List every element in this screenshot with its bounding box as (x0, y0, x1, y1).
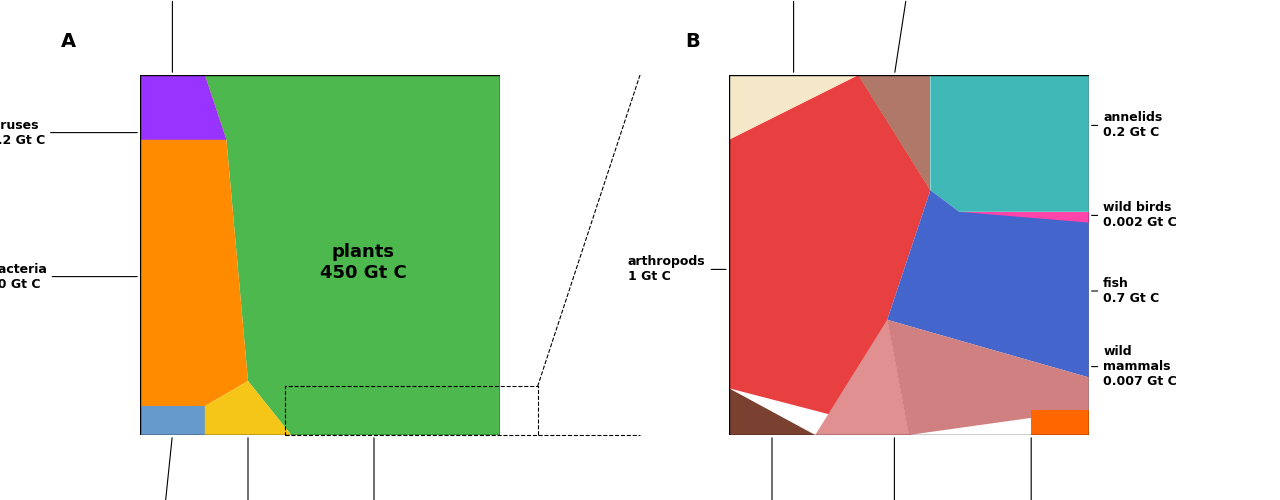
Polygon shape (205, 381, 292, 435)
Text: nematodes
0.02 Gt C: nematodes 0.02 Gt C (870, 0, 947, 72)
Text: archaea
7 Gt C: archaea 7 Gt C (145, 0, 201, 72)
Text: plants
450 Gt C: plants 450 Gt C (320, 243, 407, 282)
Text: B: B (686, 32, 700, 51)
Polygon shape (140, 406, 205, 435)
Text: arthropods
1 Gt C: arthropods 1 Gt C (628, 256, 726, 283)
Text: viruses
0.2 Gt C: viruses 0.2 Gt C (0, 118, 137, 146)
Text: protists
4 Gt C: protists 4 Gt C (134, 438, 188, 500)
Text: bacteria
70 Gt C: bacteria 70 Gt C (0, 262, 137, 290)
Text: cnidarians
0.1 Gt C: cnidarians 0.1 Gt C (736, 438, 809, 500)
Text: annelids
0.2 Gt C: annelids 0.2 Gt C (1092, 112, 1162, 140)
Text: wild birds
0.002 Gt C: wild birds 0.002 Gt C (1092, 202, 1176, 230)
Polygon shape (140, 75, 227, 140)
Text: wild
mammals
0.007 Gt C: wild mammals 0.007 Gt C (1092, 345, 1176, 388)
Polygon shape (248, 381, 292, 435)
Polygon shape (859, 75, 931, 190)
Polygon shape (815, 320, 909, 435)
Polygon shape (205, 75, 500, 435)
Text: A: A (61, 32, 76, 51)
Polygon shape (887, 190, 1089, 378)
Text: molluscs
0.2 Gt C: molluscs 0.2 Gt C (763, 0, 824, 72)
Polygon shape (728, 75, 931, 435)
Polygon shape (887, 320, 1089, 435)
Polygon shape (728, 388, 815, 435)
Polygon shape (1032, 410, 1089, 435)
Polygon shape (140, 75, 248, 406)
Polygon shape (959, 212, 1089, 222)
Text: animals
2 Gt C: animals 2 Gt C (347, 438, 401, 500)
Polygon shape (728, 75, 859, 140)
Text: livestock
0.1 Gt C: livestock 0.1 Gt C (863, 438, 925, 500)
Text: fungi
12 Gt C: fungi 12 Gt C (223, 438, 274, 500)
Text: fish
0.7 Gt C: fish 0.7 Gt C (1092, 277, 1160, 305)
Polygon shape (931, 75, 1089, 212)
Text: humans
0.06 Gt C: humans 0.06 Gt C (998, 438, 1064, 500)
